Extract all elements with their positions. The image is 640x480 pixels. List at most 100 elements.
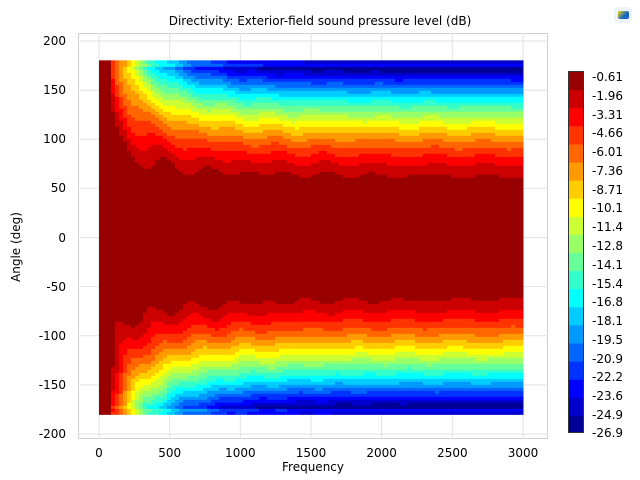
contour-cell xyxy=(111,291,116,295)
contour-cell xyxy=(235,369,240,373)
contour-cell xyxy=(99,354,104,358)
contour-cell xyxy=(119,78,124,82)
contour-cell xyxy=(99,249,104,253)
comsol-icon[interactable] xyxy=(614,7,632,23)
contour-cell xyxy=(99,390,104,394)
contour-cell xyxy=(227,312,232,316)
contour-cell xyxy=(187,81,192,85)
contour-cell xyxy=(247,342,252,346)
contour-cell xyxy=(239,327,244,331)
contour-cell xyxy=(215,375,220,379)
contour-cell xyxy=(235,399,240,403)
contour-cell xyxy=(247,207,252,211)
contour-cell xyxy=(223,165,228,169)
contour-cell xyxy=(187,72,192,76)
contour-cell xyxy=(151,405,156,409)
contour-cell xyxy=(175,60,180,64)
contour-cell xyxy=(171,192,176,196)
contour-cell xyxy=(111,342,116,346)
contour-cell xyxy=(255,192,260,196)
contour-cell xyxy=(219,369,224,373)
contour-cell xyxy=(103,165,108,169)
contour-cell xyxy=(159,132,164,136)
contour-cell xyxy=(131,99,136,103)
contour-cell xyxy=(187,147,192,151)
contour-cell xyxy=(255,378,260,382)
contour-cell xyxy=(103,231,108,235)
contour-cell xyxy=(171,72,176,76)
contour-cell xyxy=(115,369,120,373)
contour-cell xyxy=(139,255,144,259)
contour-cell xyxy=(131,222,136,226)
contour-cell xyxy=(203,78,208,82)
contour-cell xyxy=(111,393,116,397)
contour-cell xyxy=(187,246,192,250)
contour-cell xyxy=(215,339,220,343)
contour-cell xyxy=(223,261,228,265)
contour-cell xyxy=(127,168,132,172)
contour-cell xyxy=(123,387,128,391)
contour-cell xyxy=(187,273,192,277)
contour-cell xyxy=(179,108,184,112)
contour-cell xyxy=(183,231,188,235)
contour-cell xyxy=(111,222,116,226)
contour-cell xyxy=(143,159,148,163)
contour-cell xyxy=(191,207,196,211)
contour-cell xyxy=(263,372,268,376)
contour-cell xyxy=(263,147,268,151)
contour-cell xyxy=(159,303,164,307)
contour-cell xyxy=(139,72,144,76)
contour-cell xyxy=(223,336,228,340)
contour-cell xyxy=(243,276,248,280)
contour-cell xyxy=(119,276,124,280)
contour-cell xyxy=(223,102,228,106)
contour-cell xyxy=(155,309,160,313)
contour-cell xyxy=(135,177,140,181)
contour-cell xyxy=(163,357,168,361)
contour-cell xyxy=(255,240,260,244)
contour-cell xyxy=(167,348,172,352)
contour-cell xyxy=(227,300,232,304)
contour-cell xyxy=(119,240,124,244)
contour-cell xyxy=(167,309,172,313)
contour-cell xyxy=(143,351,148,355)
contour-cell xyxy=(239,372,244,376)
contour-cell xyxy=(123,135,128,139)
contour-cell xyxy=(119,372,124,376)
contour-cell xyxy=(179,186,184,190)
contour-cell xyxy=(255,135,260,139)
contour-cell xyxy=(235,108,240,112)
contour-cell xyxy=(207,99,212,103)
contour-cell xyxy=(239,195,244,199)
contour-cell xyxy=(171,111,176,115)
contour-cell xyxy=(115,285,120,289)
contour-cell xyxy=(151,315,156,319)
contour-cell xyxy=(151,363,156,367)
contour-cell xyxy=(219,66,224,70)
contour-cell xyxy=(199,150,204,154)
contour-cell xyxy=(151,180,156,184)
contour-cell xyxy=(183,381,188,385)
contour-cell xyxy=(103,219,108,223)
contour-cell xyxy=(143,333,148,337)
contour-cell xyxy=(243,93,248,97)
contour-cell xyxy=(143,117,148,121)
contour-cell xyxy=(215,249,220,253)
contour-cell xyxy=(203,279,208,283)
contour-cell xyxy=(199,159,204,163)
contour-cell xyxy=(103,357,108,361)
contour-cell xyxy=(123,366,128,370)
contour-cell xyxy=(115,63,120,67)
contour-cell xyxy=(195,243,200,247)
contour-cell xyxy=(223,282,228,286)
contour-cell xyxy=(147,228,152,232)
contour-cell xyxy=(135,333,140,337)
contour-cell xyxy=(263,201,268,205)
contour-cell xyxy=(203,141,208,145)
contour-cell xyxy=(251,258,256,262)
contour-cell xyxy=(235,138,240,142)
contour-cell xyxy=(171,369,176,373)
contour-cell xyxy=(231,348,236,352)
contour-cell xyxy=(231,261,236,265)
contour-cell xyxy=(179,267,184,271)
